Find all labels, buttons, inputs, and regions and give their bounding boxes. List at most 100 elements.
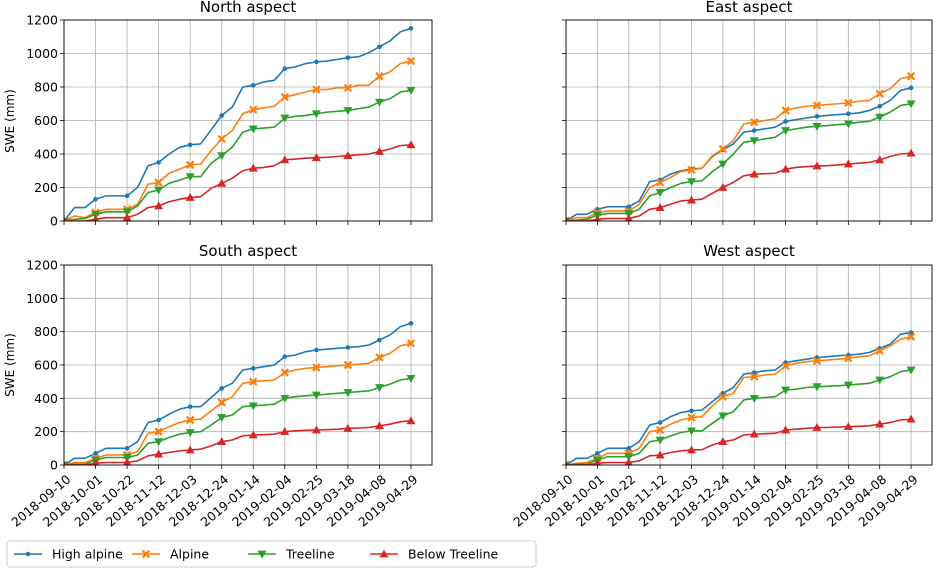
data-point-marker <box>187 404 193 409</box>
data-point-marker <box>906 414 916 423</box>
series-treeline <box>566 100 916 221</box>
data-point-marker <box>154 201 164 210</box>
series-line <box>566 102 912 221</box>
data-point-marker <box>122 213 132 221</box>
series-alpine <box>566 332 916 465</box>
data-point-marker <box>154 427 163 436</box>
series-alpine <box>566 71 916 221</box>
data-point-marker <box>781 106 790 115</box>
data-point-marker <box>345 55 351 60</box>
data-point-marker <box>843 381 853 390</box>
series-high-alpine <box>64 321 414 465</box>
data-point-marker <box>844 98 853 108</box>
series-below-treeline <box>566 414 916 465</box>
data-point-marker <box>280 114 290 123</box>
data-point-marker <box>377 337 382 343</box>
data-point-marker <box>718 437 728 446</box>
data-point-marker <box>248 125 258 134</box>
data-point-marker <box>156 160 161 165</box>
data-point-marker <box>343 423 353 432</box>
y-tick-label: 400 <box>34 147 58 162</box>
data-point-marker <box>406 374 416 383</box>
data-point-marker <box>156 417 161 423</box>
legend-entry-below-treeline: Below Treeline <box>370 547 498 562</box>
y-tick-label: 0 <box>50 458 58 473</box>
legend-marker <box>257 550 267 559</box>
data-point-marker <box>282 66 288 71</box>
data-point-marker <box>124 193 130 199</box>
data-point-marker <box>655 425 665 435</box>
series-alpine <box>64 56 416 221</box>
data-point-marker <box>248 430 258 439</box>
data-point-marker <box>593 458 601 465</box>
legend-entries: High alpine Alpine Treeline Below Treeline <box>14 547 498 562</box>
data-point-marker <box>406 339 416 348</box>
data-point-marker <box>814 114 820 119</box>
data-point-marker <box>343 151 353 160</box>
data-point-marker <box>906 148 916 157</box>
y-tick-label: 1200 <box>26 258 58 273</box>
data-point-marker <box>781 361 790 371</box>
data-point-marker <box>781 127 791 136</box>
legend-entry-alpine: Alpine <box>132 547 209 562</box>
data-point-marker <box>154 186 164 195</box>
data-point-marker <box>217 178 227 187</box>
data-point-marker <box>875 419 885 428</box>
legend-marker <box>141 549 151 559</box>
axes: 0 200 400 600 800 1000 1200 <box>26 13 433 229</box>
legend-label: Below Treeline <box>408 547 498 562</box>
data-point-marker <box>718 160 728 169</box>
data-point-marker <box>718 183 728 191</box>
y-tick-label: 800 <box>34 324 58 339</box>
data-point-marker <box>626 446 632 451</box>
data-point-marker <box>624 458 633 465</box>
data-point-marker <box>655 436 665 445</box>
data-point-marker <box>655 189 665 198</box>
data-point-marker <box>406 416 416 425</box>
y-tick-label: 1000 <box>26 291 58 306</box>
data-point-marker <box>185 415 195 425</box>
data-point-marker <box>343 83 353 93</box>
y-tick-label: 200 <box>34 180 58 195</box>
data-point-marker <box>123 458 132 465</box>
data-point-marker <box>185 173 195 182</box>
data-point-marker <box>687 165 696 175</box>
data-point-marker <box>374 98 384 107</box>
axes-frame <box>565 19 933 222</box>
data-point-marker <box>374 421 384 430</box>
data-point-marker <box>566 216 569 221</box>
data-point-marker <box>250 366 256 371</box>
panel-south-aspect: South aspect SWE (mm) 0 200 400 600 800 1000 1… <box>3 242 433 530</box>
data-point-marker <box>749 429 759 438</box>
data-point-marker <box>311 425 321 434</box>
series-below-treeline <box>64 140 416 221</box>
data-point-marker <box>686 427 696 436</box>
y-tick-label: 600 <box>34 358 58 373</box>
data-point-marker <box>406 140 416 149</box>
data-point-marker <box>718 144 728 154</box>
data-point-marker <box>844 354 853 363</box>
data-point-marker <box>280 427 290 436</box>
data-point-marker <box>93 196 98 202</box>
series-high-alpine <box>64 26 414 221</box>
data-point-marker <box>593 214 601 221</box>
data-point-marker <box>406 86 416 95</box>
data-point-marker <box>626 204 632 210</box>
data-point-marker <box>217 414 227 422</box>
data-point-marker <box>906 100 916 109</box>
data-point-marker <box>843 422 853 431</box>
legend: High alpine Alpine Treeline Below Treeline <box>6 540 537 568</box>
y-tick-label: 800 <box>34 80 58 95</box>
panel-title: North aspect <box>200 0 297 16</box>
series-high-alpine <box>566 85 914 221</box>
series-line <box>566 75 912 221</box>
legend-label: Treeline <box>285 547 335 562</box>
data-point-marker <box>343 107 353 115</box>
y-tick-label: 1200 <box>26 13 58 28</box>
y-tick-label: 0 <box>50 214 58 229</box>
data-point-marker <box>783 119 788 124</box>
data-point-marker <box>185 429 195 437</box>
series-below-treeline <box>64 416 416 465</box>
data-point-marker <box>311 391 321 400</box>
data-point-marker <box>906 71 916 81</box>
